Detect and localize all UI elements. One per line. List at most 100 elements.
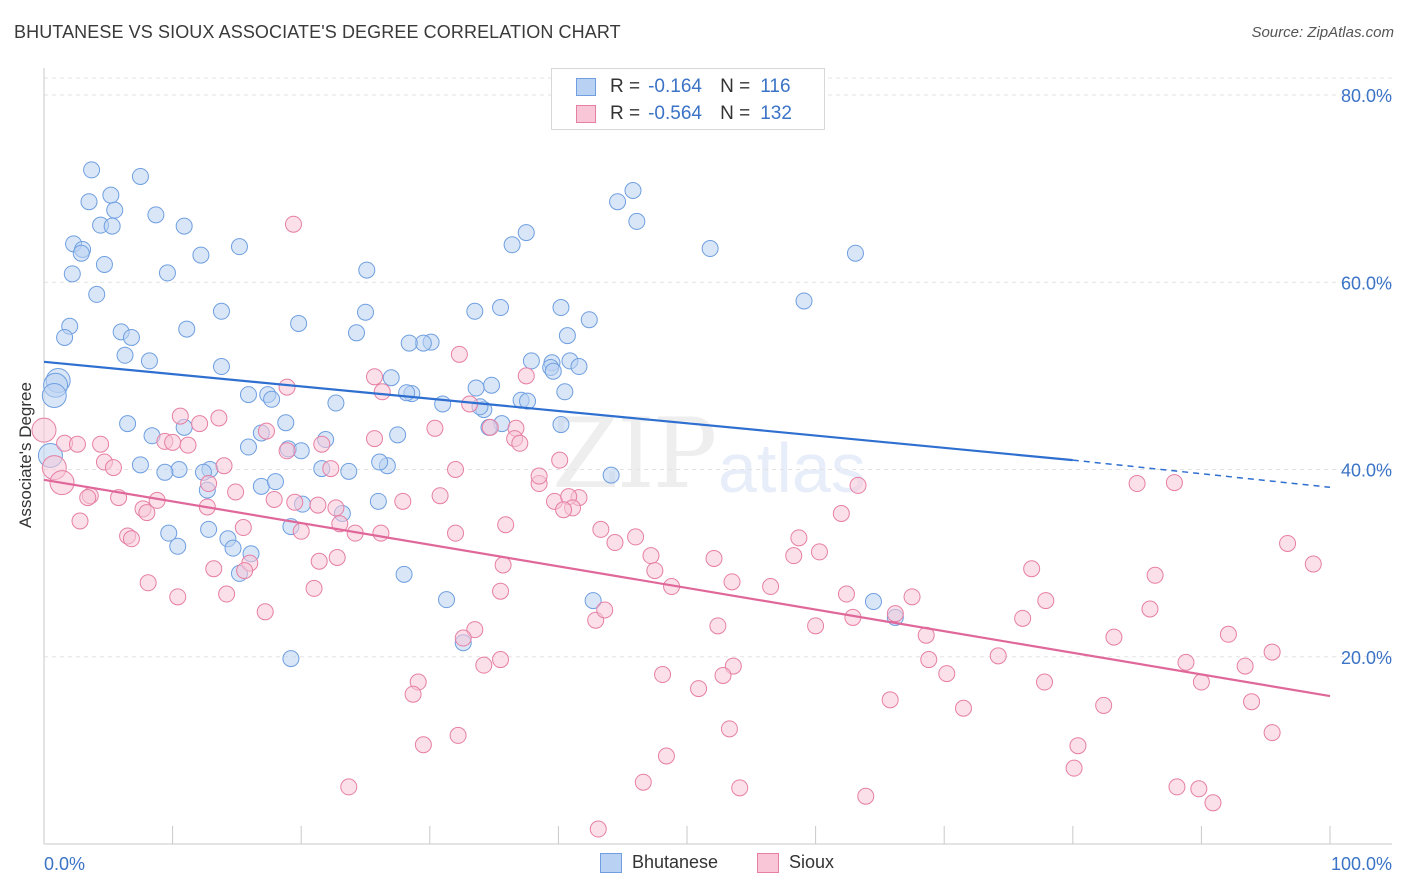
- data-point: [200, 475, 218, 493]
- data-point: [104, 459, 122, 477]
- data-point: [609, 193, 627, 211]
- data-point: [762, 578, 780, 596]
- data-point: [954, 699, 972, 717]
- data-point: [218, 585, 236, 603]
- data-point: [309, 496, 327, 514]
- legend-n-value: 116: [760, 76, 791, 97]
- legend-row-bhutanese: R = -0.164 N = 116: [576, 75, 791, 99]
- data-point: [810, 543, 828, 561]
- data-point: [584, 592, 602, 610]
- data-point: [1263, 724, 1281, 742]
- data-point: [551, 451, 569, 469]
- data-point: [807, 617, 825, 635]
- data-point: [723, 573, 741, 591]
- data-point: [322, 460, 340, 478]
- data-point: [79, 489, 97, 507]
- data-point: [192, 246, 210, 264]
- data-point: [191, 415, 209, 433]
- data-point: [1279, 534, 1297, 552]
- data-point: [119, 415, 137, 433]
- data-point: [41, 383, 67, 409]
- data-point: [785, 547, 803, 565]
- data-point: [372, 524, 390, 542]
- data-point: [290, 314, 308, 332]
- data-point: [138, 504, 156, 522]
- data-point: [292, 442, 310, 460]
- data-point: [714, 666, 732, 684]
- data-point: [938, 665, 956, 683]
- data-point: [503, 236, 521, 254]
- data-point: [1095, 696, 1113, 714]
- data-point: [366, 430, 384, 448]
- data-point: [1069, 737, 1087, 755]
- data-point: [106, 201, 124, 219]
- series-legend-sioux: Sioux: [757, 852, 834, 873]
- data-point: [278, 378, 296, 396]
- data-point: [284, 215, 302, 233]
- data-point: [102, 186, 120, 204]
- y-tick-label: 80.0%: [1341, 86, 1392, 106]
- data-point: [449, 726, 467, 744]
- data-point: [690, 680, 708, 698]
- data-point: [857, 787, 875, 805]
- watermark-atlas: atlas: [718, 429, 866, 507]
- legend-swatch-sioux: [576, 105, 596, 123]
- data-point: [849, 476, 867, 494]
- data-point: [239, 438, 257, 456]
- data-point: [389, 426, 407, 444]
- data-point: [1219, 625, 1237, 643]
- data-point: [627, 528, 645, 546]
- series-sioux-points: [31, 215, 1322, 838]
- data-point: [530, 467, 548, 485]
- data-point: [426, 419, 444, 437]
- data-point: [654, 666, 672, 684]
- series-legend-bhutanese: Bhutanese: [600, 852, 718, 873]
- data-point: [475, 656, 493, 674]
- data-point: [1304, 555, 1322, 573]
- data-point: [71, 512, 89, 530]
- data-point: [286, 493, 304, 511]
- data-point: [224, 539, 242, 557]
- data-point: [628, 212, 646, 230]
- data-point: [398, 384, 416, 402]
- data-point: [92, 435, 110, 453]
- data-point: [210, 409, 228, 427]
- data-point: [236, 562, 254, 580]
- data-point: [701, 240, 719, 258]
- data-point: [481, 418, 499, 436]
- data-point: [450, 345, 468, 363]
- series-legend-swatch-bhutanese: [600, 852, 622, 873]
- data-point: [340, 462, 358, 480]
- data-point: [1168, 778, 1186, 796]
- data-point: [1014, 609, 1032, 627]
- legend-r-value: -0.564: [648, 103, 702, 124]
- data-point: [642, 547, 660, 565]
- data-point: [1141, 600, 1159, 618]
- data-point: [179, 436, 197, 454]
- trend-line-sioux: [43, 478, 1331, 698]
- data-point: [517, 224, 535, 242]
- series-legend: Bhutanese Sioux: [0, 852, 1406, 876]
- legend-n-label: N =: [720, 103, 751, 124]
- data-point: [369, 492, 387, 510]
- data-point: [395, 565, 413, 583]
- data-point: [492, 582, 510, 600]
- data-point: [634, 773, 652, 791]
- data-point: [602, 466, 620, 484]
- data-point: [1177, 653, 1195, 671]
- data-point: [846, 244, 864, 262]
- series-legend-label: Bhutanese: [632, 852, 719, 872]
- data-point: [1204, 794, 1222, 812]
- chart-title: BHUTANESE VS SIOUX ASSOCIATE'S DEGREE CO…: [14, 22, 621, 42]
- data-point: [328, 549, 346, 567]
- data-point: [56, 328, 74, 346]
- data-point: [1105, 628, 1123, 646]
- data-point: [266, 473, 284, 491]
- data-point: [511, 434, 529, 452]
- data-point: [1023, 560, 1041, 578]
- data-point: [522, 352, 540, 370]
- legend-n-label: N =: [720, 76, 751, 97]
- trend-lines: [43, 360, 1331, 698]
- data-point: [864, 593, 882, 611]
- tick-labels: 20.0% 40.0% 60.0% 80.0% 0.0% 100.0%: [44, 86, 1392, 874]
